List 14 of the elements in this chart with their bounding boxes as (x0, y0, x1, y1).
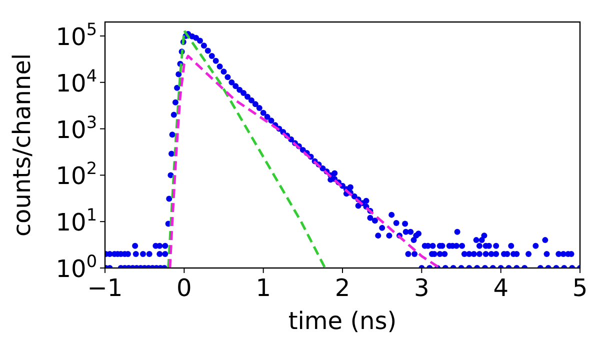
x-axis-title: time (ns) (288, 307, 397, 335)
y-tick-label: 10$^{4}$ (56, 65, 97, 98)
x-tick-label: 5 (572, 274, 588, 302)
y-tick-label: 10$^{5}$ (56, 18, 97, 51)
y-axis-title: counts/channel (8, 53, 36, 237)
x-tick-label: 4 (493, 274, 508, 302)
x-tick-label: 2 (334, 274, 350, 302)
x-tick-label: 0 (176, 274, 192, 302)
x-tick-label: 1 (256, 274, 271, 302)
y-tick-label: 10$^{3}$ (56, 112, 97, 144)
y-tick-label: 10$^{1}$ (56, 204, 97, 237)
line-series (168, 54, 442, 268)
x-tick-label: 3 (414, 274, 430, 302)
y-tick-label: 10$^{2}$ (56, 158, 97, 190)
